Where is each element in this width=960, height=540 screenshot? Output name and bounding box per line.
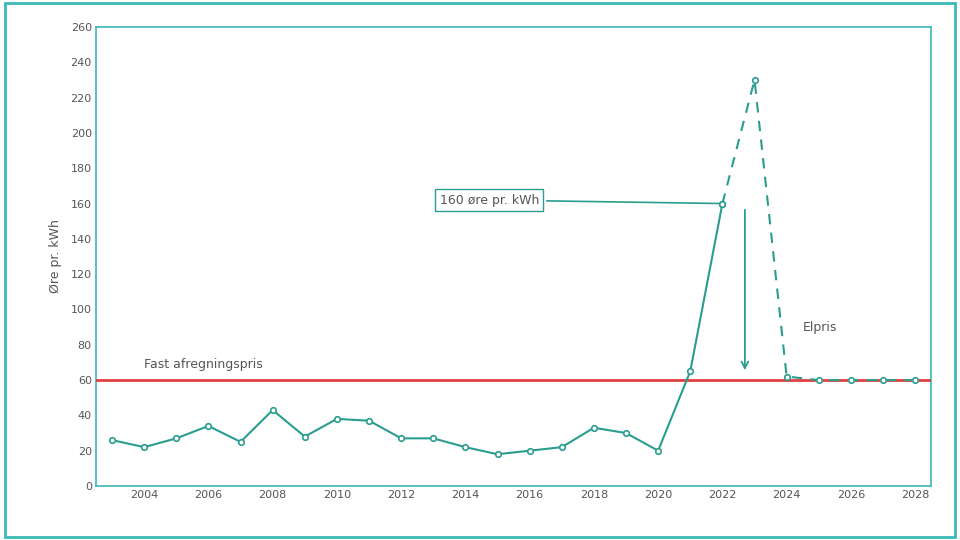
Text: Fast afregningspris: Fast afregningspris: [144, 358, 263, 372]
Text: 160 øre pr. kWh: 160 øre pr. kWh: [440, 193, 720, 206]
Y-axis label: Øre pr. kWh: Øre pr. kWh: [49, 220, 62, 293]
Text: Elpris: Elpris: [803, 321, 837, 334]
